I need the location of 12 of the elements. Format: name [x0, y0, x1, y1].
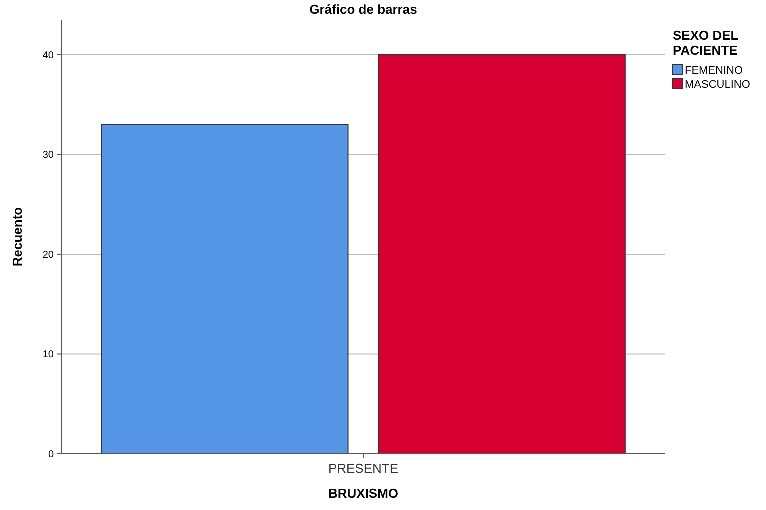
y-tick-label: 30 [42, 150, 54, 162]
legend-title: SEXO DEL PACIENTE [673, 28, 739, 58]
legend-label: FEMENINO [685, 65, 744, 77]
legend-label: MASCULINO [685, 79, 751, 91]
x-axis-title: BRUXISMO [328, 486, 399, 501]
y-axis-title: Recuento [10, 207, 25, 267]
chart-title: Gráfico de barras [310, 2, 418, 17]
y-tick-label: 20 [42, 250, 54, 261]
y-tick-label: 10 [42, 350, 54, 361]
x-tick-label: PRESENTE [328, 461, 399, 476]
y-tick-label: 40 [42, 50, 54, 62]
y-tick-label: 0 [48, 450, 54, 460]
